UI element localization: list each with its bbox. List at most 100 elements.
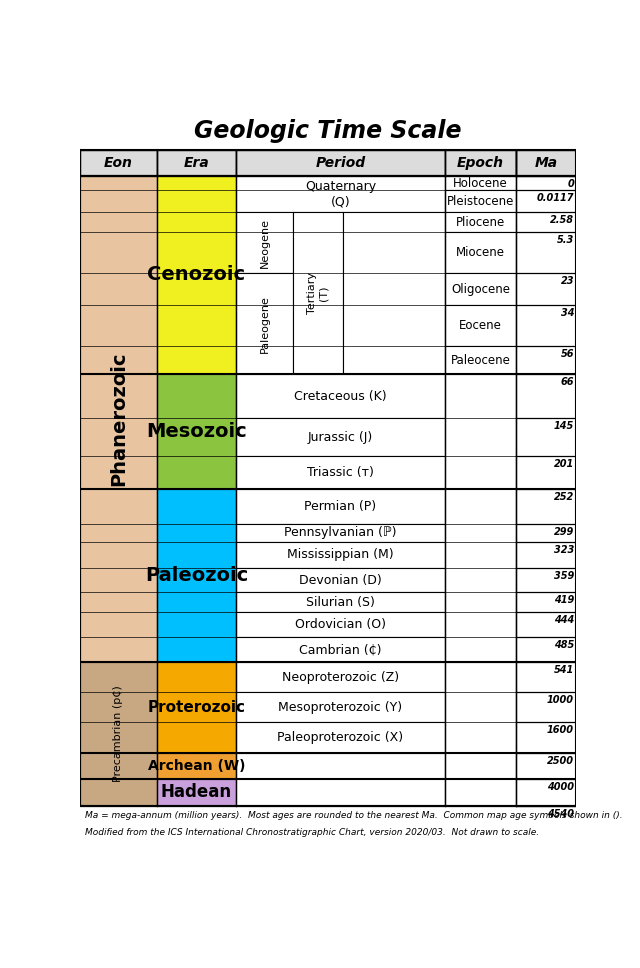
Text: Archean (W): Archean (W) — [148, 759, 245, 772]
Bar — [516, 176, 576, 805]
Text: 323: 323 — [554, 545, 574, 555]
Bar — [445, 191, 516, 212]
Text: Cambrian (₵): Cambrian (₵) — [299, 643, 381, 656]
Bar — [445, 305, 516, 346]
Text: 299: 299 — [554, 527, 574, 537]
Text: 419: 419 — [554, 595, 574, 605]
Bar — [80, 176, 157, 662]
Text: 0.0117: 0.0117 — [536, 194, 574, 203]
Bar — [236, 212, 293, 273]
Bar — [236, 592, 445, 613]
Text: Modified from the ICS International Chronostratigraphic Chart, version 2020/03. : Modified from the ICS International Chro… — [85, 828, 539, 837]
Text: Neogene: Neogene — [260, 218, 270, 268]
Text: Geologic Time Scale: Geologic Time Scale — [195, 119, 461, 143]
Text: Precambrian (p₵): Precambrian (p₵) — [113, 685, 124, 782]
Bar — [80, 150, 157, 176]
Text: Phanerozoic: Phanerozoic — [109, 351, 128, 486]
Text: Devonian (D): Devonian (D) — [299, 574, 382, 587]
Bar — [516, 150, 576, 176]
Text: Holocene: Holocene — [453, 176, 508, 190]
Bar — [80, 176, 576, 805]
Text: Triassic (ᴛ): Triassic (ᴛ) — [307, 467, 374, 479]
Bar — [445, 346, 516, 375]
Bar — [236, 150, 445, 176]
Text: Paleozoic: Paleozoic — [145, 566, 248, 586]
Text: Ma: Ma — [534, 156, 558, 169]
Text: 5.3: 5.3 — [557, 235, 574, 246]
Text: Era: Era — [184, 156, 209, 169]
Bar — [157, 662, 236, 753]
Text: 359: 359 — [554, 571, 574, 581]
Bar — [80, 662, 157, 805]
Bar — [236, 613, 445, 638]
Bar — [236, 524, 445, 542]
Bar — [236, 375, 445, 418]
Text: Epoch: Epoch — [457, 156, 504, 169]
Bar — [445, 150, 516, 176]
Bar — [236, 456, 445, 490]
Text: Neoproterozoic (Z): Neoproterozoic (Z) — [282, 671, 399, 683]
Text: Proterozoic: Proterozoic — [148, 700, 246, 714]
Text: 4540: 4540 — [547, 808, 574, 819]
Text: 145: 145 — [554, 421, 574, 432]
Text: Cenozoic: Cenozoic — [147, 265, 246, 285]
Bar — [236, 568, 445, 592]
Text: Pliocene: Pliocene — [456, 216, 505, 228]
Bar — [236, 722, 445, 753]
Bar — [445, 212, 516, 232]
Bar — [445, 273, 516, 305]
Text: Pennsylvanian (ℙ): Pennsylvanian (ℙ) — [284, 527, 397, 539]
Text: Jurassic (J): Jurassic (J) — [308, 431, 373, 443]
Text: Eocene: Eocene — [459, 318, 502, 332]
Bar — [236, 542, 445, 568]
Bar — [157, 176, 236, 375]
Text: 444: 444 — [554, 616, 574, 625]
Bar — [236, 638, 445, 662]
Bar — [236, 176, 445, 212]
Text: 1600: 1600 — [547, 725, 574, 736]
Text: Ma = mega-annum (million years).  Most ages are rounded to the nearest Ma.  Comm: Ma = mega-annum (million years). Most ag… — [85, 811, 623, 820]
Text: 56: 56 — [561, 348, 574, 359]
Text: Quaternary
(Q): Quaternary (Q) — [305, 180, 376, 208]
Bar — [157, 490, 236, 662]
Text: Cretaceous (K): Cretaceous (K) — [294, 390, 387, 403]
Text: 66: 66 — [561, 378, 574, 387]
Text: 201: 201 — [554, 459, 574, 469]
Bar — [293, 212, 343, 375]
Text: Miocene: Miocene — [456, 247, 505, 259]
Bar — [236, 753, 445, 805]
Text: Permian (P): Permian (P) — [305, 500, 376, 513]
Bar — [236, 692, 445, 722]
Text: 23: 23 — [561, 277, 574, 287]
Bar — [157, 150, 236, 176]
Text: 4000: 4000 — [547, 782, 574, 792]
Text: 0: 0 — [567, 179, 574, 189]
Text: 2.58: 2.58 — [550, 215, 574, 226]
Bar — [80, 150, 576, 176]
Text: Paleogene: Paleogene — [260, 295, 270, 352]
Text: Pleistocene: Pleistocene — [447, 195, 514, 208]
Text: 1000: 1000 — [547, 695, 574, 706]
Text: Ordovician (O): Ordovician (O) — [295, 619, 386, 631]
Bar — [445, 176, 516, 191]
Text: Paleoproterozoic (X): Paleoproterozoic (X) — [277, 731, 403, 744]
Bar — [157, 779, 236, 805]
Text: 252: 252 — [554, 493, 574, 502]
Text: 2500: 2500 — [547, 756, 574, 766]
Bar — [445, 375, 516, 662]
Text: Silurian (S): Silurian (S) — [306, 595, 375, 609]
Text: 541: 541 — [554, 665, 574, 675]
Text: Paleocene: Paleocene — [451, 353, 511, 367]
Text: Mesozoic: Mesozoic — [146, 422, 247, 441]
Bar — [236, 490, 445, 524]
Text: Tertiary
(T): Tertiary (T) — [307, 272, 329, 315]
Bar — [343, 212, 445, 375]
Bar — [445, 232, 516, 273]
Text: 34: 34 — [561, 308, 574, 318]
Bar — [236, 273, 293, 375]
Bar — [157, 753, 236, 779]
Text: Mississippian (M): Mississippian (M) — [287, 549, 394, 561]
Bar — [445, 662, 516, 805]
Bar — [236, 418, 445, 456]
Bar — [157, 375, 236, 490]
